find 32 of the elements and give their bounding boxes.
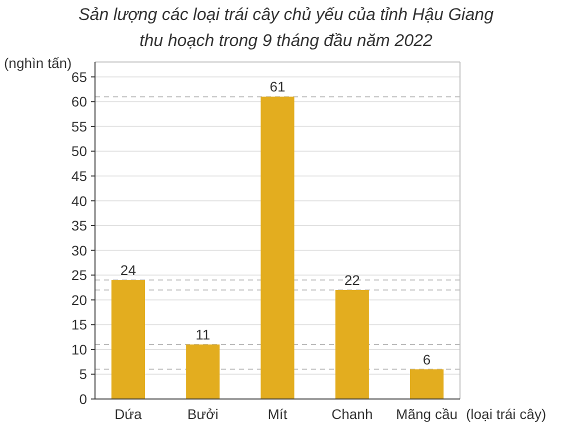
y-tick-label: 45 <box>71 168 88 184</box>
x-tick-label: Mãng cầu <box>396 406 458 422</box>
y-tick-label: 10 <box>71 341 88 358</box>
y-tick-label: 30 <box>71 242 88 258</box>
data-label: 61 <box>270 78 286 95</box>
bar <box>410 369 444 399</box>
data-label: 22 <box>344 272 360 288</box>
y-tick-label: 0 <box>79 391 88 407</box>
x-tick-label: Dứa <box>114 406 142 422</box>
y-tick-label: 20 <box>71 292 88 308</box>
bar <box>111 280 146 399</box>
x-tick-label: Bưởi <box>187 406 218 422</box>
y-axis-title: (nghìn tấn) <box>4 55 72 71</box>
data-label: 6 <box>422 351 431 368</box>
chart-title: Sản lượng các loại trái cây chủ yếu của tỉnh Hậu Giang thu hoạch trong 9 tháng đầu năm 2022 <box>78 5 494 50</box>
y-tick-label: 55 <box>71 118 88 134</box>
y-tick-label: 5 <box>79 366 88 382</box>
y-tick-label: 15 <box>71 316 88 333</box>
data-label: 24 <box>120 262 136 278</box>
y-tick-label: 35 <box>71 218 88 234</box>
data-label: 11 <box>196 326 210 342</box>
x-axis-title: (loại trái cây) <box>466 406 546 422</box>
y-tick-label: 25 <box>71 267 88 284</box>
bar <box>335 290 369 399</box>
bar <box>186 344 220 399</box>
y-tick-label: 50 <box>71 143 88 160</box>
y-tick-label: 40 <box>71 192 88 209</box>
x-tick-label: Chanh <box>332 406 373 422</box>
y-tick-label: 65 <box>71 68 88 85</box>
x-tick-label: Mít <box>268 406 288 422</box>
y-tick-label: 60 <box>71 94 88 110</box>
bar <box>260 96 294 399</box>
